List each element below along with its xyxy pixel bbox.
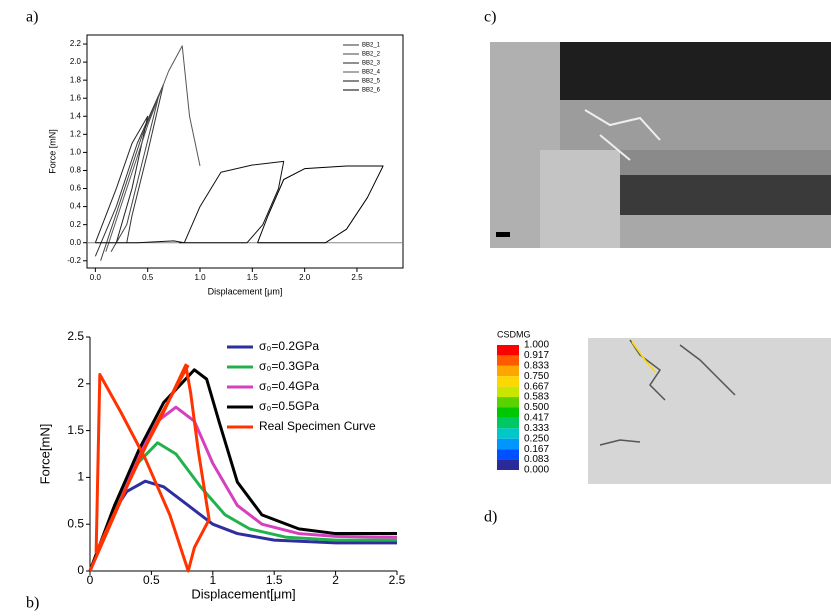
y-tick-label: 0.8 <box>70 166 82 175</box>
contour-legend-label: 0.083 <box>524 454 549 465</box>
y-tick-label: 1 <box>77 470 84 484</box>
x-tick-label: 0.0 <box>90 273 102 282</box>
contour-legend-label: 0.417 <box>524 413 549 424</box>
x-axis-label: Displacement[μm] <box>191 586 295 601</box>
panel-label: a) <box>26 9 38 26</box>
x-tick-label: 2.5 <box>389 573 406 587</box>
panel-label: d) <box>484 509 497 526</box>
y-tick-label: 0.4 <box>70 202 82 211</box>
y-tick-label: 2.5 <box>67 329 84 343</box>
plot-frame <box>86 34 404 269</box>
contour-legend-band <box>497 407 519 418</box>
legend-label: BB2_1 <box>362 43 381 49</box>
y-tick-label: 1.4 <box>70 111 82 120</box>
y-tick-label: 0.6 <box>70 184 82 193</box>
y-tick-label: 0.0 <box>70 238 82 247</box>
data-line <box>88 363 211 573</box>
panel-label: c) <box>484 9 496 26</box>
contour-legend-band <box>497 355 519 366</box>
x-tick-label: 0.5 <box>143 573 160 587</box>
data-line <box>257 165 384 244</box>
x-tick-label: 1.5 <box>247 273 259 282</box>
contour-legend-label: 0.667 <box>524 381 549 392</box>
data-line <box>105 45 201 252</box>
legend-label: Real Specimen Curve <box>259 419 376 433</box>
data-line <box>94 115 149 243</box>
contour-legend-band <box>497 376 519 387</box>
x-tick-label: 2.0 <box>299 273 311 282</box>
contour-legend-label: 0.000 <box>524 465 549 476</box>
y-tick-label: 1.8 <box>70 75 82 84</box>
y-tick-label: 1.6 <box>70 93 82 102</box>
legend-label: BB2_6 <box>362 88 381 94</box>
y-tick-label: 1.0 <box>70 148 82 157</box>
contour-legend-label: 0.583 <box>524 392 549 403</box>
x-tick-label: 1.0 <box>194 273 206 282</box>
legend-label: BB2_3 <box>362 61 381 67</box>
y-axis-label: Force [mN] <box>47 129 57 174</box>
contour-legend-label: 0.917 <box>524 350 549 361</box>
contour-legend-band <box>497 417 519 429</box>
y-tick-label: 2 <box>77 376 84 390</box>
data-line <box>88 368 397 572</box>
contour-legend-label: 0.250 <box>524 433 549 444</box>
y-axis-label: Force[mN] <box>37 424 52 485</box>
x-tick-label: 2.5 <box>351 273 363 282</box>
legend-label: σ₀=0.4GPa <box>259 379 319 393</box>
legend-label: σ₀=0.2GPa <box>259 339 319 353</box>
legend-label: BB2_2 <box>362 52 381 58</box>
contour-legend-label: 0.500 <box>524 402 549 413</box>
legend-label: σ₀=0.3GPa <box>259 359 319 373</box>
contour-legend-band <box>497 438 519 450</box>
simulation-image <box>588 338 831 484</box>
contour-legend-title: CSDMG <box>497 329 531 339</box>
y-tick-label: 2.0 <box>70 57 82 66</box>
contour-legend-band <box>497 459 519 470</box>
y-tick-label: -0.2 <box>67 256 81 265</box>
y-tick-label: 0.5 <box>67 516 84 530</box>
x-tick-label: 2 <box>332 573 339 587</box>
x-tick-label: 0.5 <box>142 273 154 282</box>
x-tick-label: 1 <box>209 573 216 587</box>
contour-legend-band <box>497 345 519 356</box>
x-tick-label: 1.5 <box>266 573 283 587</box>
y-tick-label: 2.2 <box>70 39 82 48</box>
y-tick-label: 1.2 <box>70 129 82 138</box>
sem-image <box>490 42 831 248</box>
y-tick-label: 0 <box>77 563 84 577</box>
contour-legend-label: 1.000 <box>524 340 549 351</box>
contour-legend-band <box>497 428 519 439</box>
contour-legend-label: 0.333 <box>524 423 549 434</box>
legend-label: σ₀=0.5GPa <box>259 399 319 413</box>
contour-legend-band <box>497 386 519 398</box>
contour-legend-band <box>497 365 519 377</box>
data-line <box>95 160 285 244</box>
contour-legend-label: 0.833 <box>524 360 549 371</box>
contour-legend-band <box>497 449 519 460</box>
y-tick-label: 1.5 <box>67 423 84 437</box>
contour-legend-label: 0.750 <box>524 371 549 382</box>
panel-label: b) <box>26 595 39 612</box>
data-line <box>88 405 398 572</box>
legend-label: BB2_5 <box>362 79 381 85</box>
contour-legend-label: 0.167 <box>524 444 549 455</box>
legend-label: BB2_4 <box>362 70 381 76</box>
contour-legend-band <box>497 397 519 408</box>
x-axis-label: Displacement [μm] <box>208 286 283 296</box>
x-tick-label: 0 <box>87 573 94 587</box>
y-tick-label: 0.2 <box>70 220 82 229</box>
